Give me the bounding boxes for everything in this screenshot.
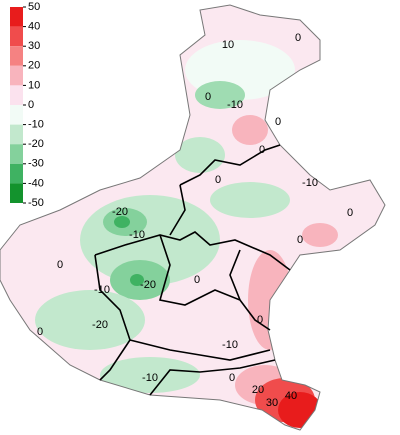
contour-label: 0 [295,32,301,44]
contour-label: 0 [347,207,353,219]
contour-label: 0 [37,326,43,338]
legend-tick-label: 0 [28,99,34,111]
contour-label: -20 [140,279,156,291]
legend-swatch [10,183,23,203]
contour-label: -10 [129,229,145,241]
contour-label: -20 [112,206,128,218]
contour-labels: 10 0 0 -10 0 0 -10 0 0 -20 -10 0 0 -10 -… [37,32,353,409]
legend-tick-label: 50 [28,1,40,13]
contour-label: 0 [215,174,221,186]
legend-tick-label: -50 [28,197,44,209]
contour-label: 20 [252,384,264,396]
contour-label: -10 [302,177,318,189]
contour-label: 0 [229,372,235,384]
contour-label: -10 [227,99,243,111]
legend-tick-label: -30 [28,158,44,170]
contour-label: 0 [205,91,211,103]
contour-label: -10 [222,339,238,351]
legend-swatch [10,85,23,105]
legend-tick-label: -40 [28,177,44,189]
province-borders [94,144,291,396]
legend-tick-label: 40 [28,21,40,33]
legend-swatch [10,26,23,47]
contour-label: 10 [222,39,234,51]
contour-label: 0 [259,144,265,156]
contour-label: 0 [194,274,200,286]
contour-label: 0 [297,234,303,246]
legend-tick-label: 20 [28,60,40,72]
contour-label: 40 [285,390,297,402]
legend: 50 40 30 20 10 0 -10 -20 -30 -40 -50 [10,1,44,209]
legend-swatch [10,65,23,86]
legend-tick-label: 30 [28,40,40,52]
legend-swatch [10,46,23,66]
legend-swatch [10,144,23,164]
region-outline [0,4,386,431]
contour-label: 30 [266,397,278,409]
contour-label: 0 [257,314,263,326]
contour-label: -20 [92,319,108,331]
legend-swatch [10,124,23,145]
contour-label: -10 [94,284,110,296]
legend-swatch [10,163,23,184]
contour-label: -10 [142,372,158,384]
legend-tick-label: -10 [28,119,44,131]
legend-tick-label: -20 [28,138,44,150]
contour-label: 0 [57,259,63,271]
legend-tick-label: 10 [28,79,40,91]
legend-swatch [10,7,23,27]
legend-swatch [10,105,23,125]
contour-label: 0 [275,116,281,128]
